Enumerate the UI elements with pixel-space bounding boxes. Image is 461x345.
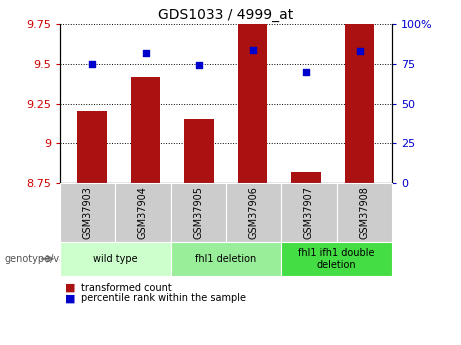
Bar bbox=[291, 172, 321, 183]
Point bbox=[356, 48, 363, 54]
Text: wild type: wild type bbox=[93, 254, 137, 264]
Text: fhl1 deletion: fhl1 deletion bbox=[195, 254, 256, 264]
Text: GSM37907: GSM37907 bbox=[304, 186, 314, 239]
Text: GSM37903: GSM37903 bbox=[83, 186, 93, 239]
Text: GSM37906: GSM37906 bbox=[248, 186, 259, 239]
Point bbox=[142, 50, 149, 56]
Point bbox=[89, 61, 96, 67]
Bar bbox=[184, 119, 214, 183]
Point bbox=[195, 63, 203, 68]
Title: GDS1033 / 4999_at: GDS1033 / 4999_at bbox=[158, 8, 294, 22]
Text: fhl1 ifh1 double
deletion: fhl1 ifh1 double deletion bbox=[298, 248, 375, 269]
Text: transformed count: transformed count bbox=[81, 283, 171, 293]
Text: GSM37908: GSM37908 bbox=[359, 186, 369, 239]
Bar bbox=[345, 24, 374, 183]
Text: percentile rank within the sample: percentile rank within the sample bbox=[81, 294, 246, 303]
Bar bbox=[238, 24, 267, 183]
Text: genotype/variation: genotype/variation bbox=[5, 254, 97, 264]
Text: ■: ■ bbox=[65, 294, 75, 303]
Text: ■: ■ bbox=[65, 283, 75, 293]
Bar bbox=[77, 111, 107, 183]
Point bbox=[302, 69, 310, 75]
Point bbox=[249, 47, 256, 52]
Text: GSM37904: GSM37904 bbox=[138, 186, 148, 239]
Bar bbox=[131, 77, 160, 183]
Text: GSM37905: GSM37905 bbox=[193, 186, 203, 239]
